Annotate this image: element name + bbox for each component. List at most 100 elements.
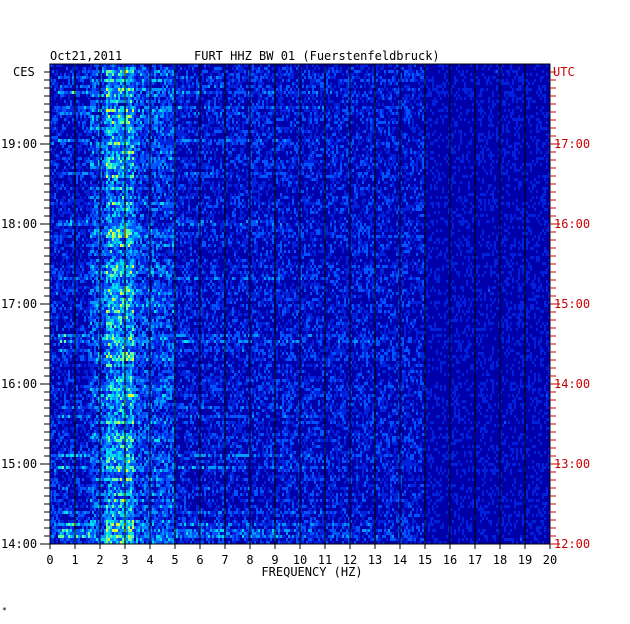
spectral-cell [54,163,56,166]
spectral-cell [238,97,240,100]
spectral-cell [114,160,116,163]
spectral-cell [394,91,396,94]
spectral-cell [258,91,260,94]
spectral-cell [548,142,550,145]
spectral-cell [114,157,116,160]
spectral-cell [96,82,98,85]
spectral-cell [78,106,80,109]
spectral-cell [454,82,456,85]
spectral-cell [182,115,184,118]
spectral-cell [114,166,116,169]
spectral-cell [206,115,208,118]
spectral-cell [236,88,238,91]
spectral-cell [206,133,208,136]
spectral-cell [202,127,204,130]
spectral-cell [334,130,336,133]
spectral-cell [408,109,410,112]
spectral-cell [146,133,148,136]
spectral-cell [348,73,350,76]
spectral-cell [136,109,138,112]
spectral-cell [384,121,386,124]
spectral-cell [176,82,178,85]
spectral-cell [188,112,190,115]
spectral-cell [130,100,132,103]
spectral-cell [162,127,164,130]
spectral-cell [114,163,116,166]
spectral-cell [84,91,86,94]
spectral-cell [546,133,548,136]
spectral-cell [130,91,132,94]
spectral-cell [98,109,100,112]
spectral-cell [102,163,104,166]
spectral-cell [150,103,152,106]
spectral-cell [414,64,416,67]
spectral-cell [330,100,332,103]
spectral-cell [160,115,162,118]
spectral-cell [172,85,174,88]
spectral-cell [240,142,242,145]
spectral-cell [106,91,108,94]
spectral-cell [480,139,482,142]
spectral-cell [268,64,270,67]
spectral-cell [152,103,154,106]
spectral-cell [228,82,230,85]
spectral-cell [490,169,492,172]
spectral-cell [84,148,86,151]
spectral-cell [126,76,128,79]
spectral-cell [362,121,364,124]
spectral-cell [310,133,312,136]
spectral-cell [146,127,148,130]
spectral-cell [392,163,394,166]
spectral-cell [54,124,56,127]
spectral-cell [366,169,368,172]
spectral-cell [350,109,352,112]
spectral-cell [414,154,416,157]
spectral-cell [90,142,92,145]
spectral-cell [156,79,158,82]
spectral-cell [160,70,162,73]
spectral-cell [108,124,110,127]
spectral-cell [170,91,172,94]
spectral-cell [304,106,306,109]
spectral-cell [136,151,138,154]
spectral-cell [92,82,94,85]
spectral-cell [378,139,380,142]
spectral-cell [50,178,52,181]
spectral-cell [248,97,250,100]
spectral-cell [126,106,128,109]
spectral-cell [230,133,232,136]
spectral-cell [330,136,332,139]
spectral-cell [244,154,246,157]
spectral-cell [90,127,92,130]
spectral-cell [396,142,398,145]
spectral-cell [60,151,62,154]
spectral-cell [428,136,430,139]
spectral-cell [102,106,104,109]
spectral-cell [188,142,190,145]
spectral-cell [418,133,420,136]
spectral-cell [532,160,534,163]
spectral-cell [346,94,348,97]
spectral-cell [86,157,88,160]
spectral-cell [332,88,334,91]
spectral-cell [488,148,490,151]
spectral-cell [200,127,202,130]
spectral-cell [100,154,102,157]
spectral-cell [502,124,504,127]
spectral-cell [120,76,122,79]
spectral-cell [398,106,400,109]
spectral-cell [254,148,256,151]
spectral-cell [270,133,272,136]
spectral-cell [390,136,392,139]
spectral-cell [186,91,188,94]
spectral-cell [266,97,268,100]
spectral-cell [256,166,258,169]
spectral-cell [388,124,390,127]
spectral-cell [246,172,248,175]
spectral-cell [548,172,550,175]
spectral-cell [268,94,270,97]
spectral-cell [376,70,378,73]
spectral-cell [112,157,114,160]
spectral-cell [198,112,200,115]
spectral-cell [480,121,482,124]
